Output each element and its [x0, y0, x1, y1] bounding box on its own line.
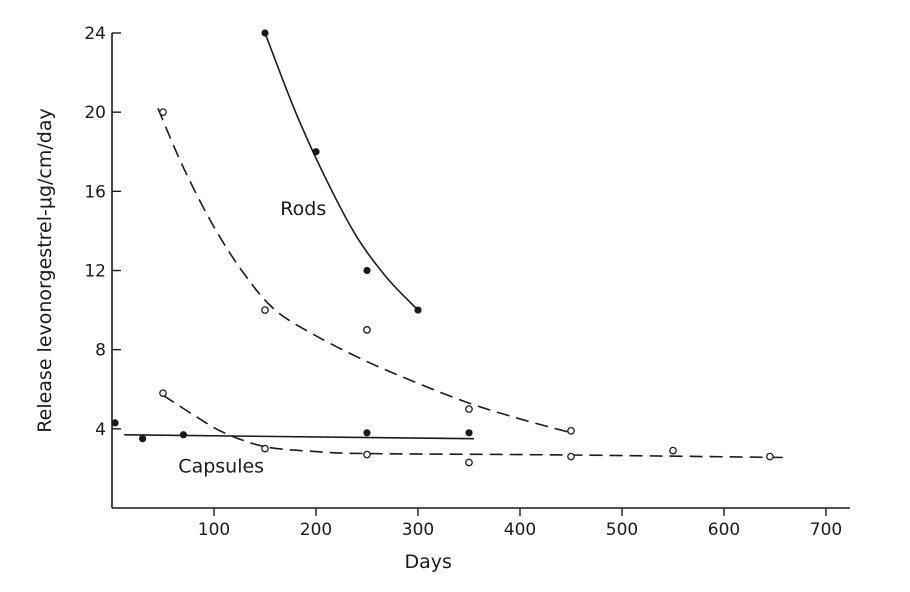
data-point-open — [669, 446, 677, 455]
data-point-open — [261, 444, 269, 453]
labels: 4 8 12 16 20 24 100 200 300 400 500 600 700 Days Relea… — [34, 24, 842, 573]
fit-curve-3 — [124, 433, 475, 440]
data-point-open — [261, 306, 269, 314]
data-point-open — [159, 108, 167, 117]
data-point-filled — [261, 29, 269, 37]
data-point-open — [465, 405, 473, 413]
data-points — [111, 29, 774, 467]
annotation-rods: Rods — [280, 198, 326, 220]
data-point-filled — [111, 419, 119, 427]
data-point-open — [567, 452, 575, 461]
annotation-capsules: Capsules — [178, 455, 264, 477]
data-point-filled — [179, 431, 187, 439]
fit-curve-1 — [264, 32, 419, 311]
data-point-filled — [465, 429, 473, 437]
fit-curve-4 — [162, 394, 786, 459]
x-tick-label: 700 — [810, 520, 842, 540]
y-tick-label: 8 — [95, 341, 106, 361]
x-tick-label: 100 — [198, 520, 230, 540]
data-point-filled — [363, 429, 371, 437]
data-point-open — [363, 450, 371, 459]
data-point-filled — [363, 266, 371, 275]
x-tick-label: 600 — [708, 520, 740, 540]
fit-curves — [124, 32, 786, 459]
x-tick-label: 300 — [402, 520, 434, 540]
x-tick-label: 500 — [606, 520, 638, 540]
data-point-filled — [414, 306, 422, 314]
fit-curve-2 — [157, 107, 572, 434]
data-point-filled — [139, 435, 147, 443]
data-point-filled — [312, 148, 320, 156]
data-point-open — [159, 389, 167, 398]
data-point-open — [766, 452, 774, 461]
y-axis-title: Release levonorgestrel-μg/cm/day — [34, 108, 56, 432]
y-tick-label: 16 — [84, 182, 106, 202]
y-tick-label: 4 — [95, 420, 106, 440]
y-tick-label: 20 — [84, 103, 106, 123]
axes — [111, 32, 850, 516]
data-point-open — [567, 426, 575, 435]
x-tick-label: 400 — [504, 520, 536, 540]
y-tick-label: 24 — [84, 24, 106, 44]
y-tick-label: 12 — [84, 262, 106, 282]
data-point-open — [363, 326, 371, 334]
data-point-open — [465, 458, 473, 467]
x-tick-label: 200 — [300, 520, 332, 540]
x-axis-title: Days — [404, 551, 451, 573]
